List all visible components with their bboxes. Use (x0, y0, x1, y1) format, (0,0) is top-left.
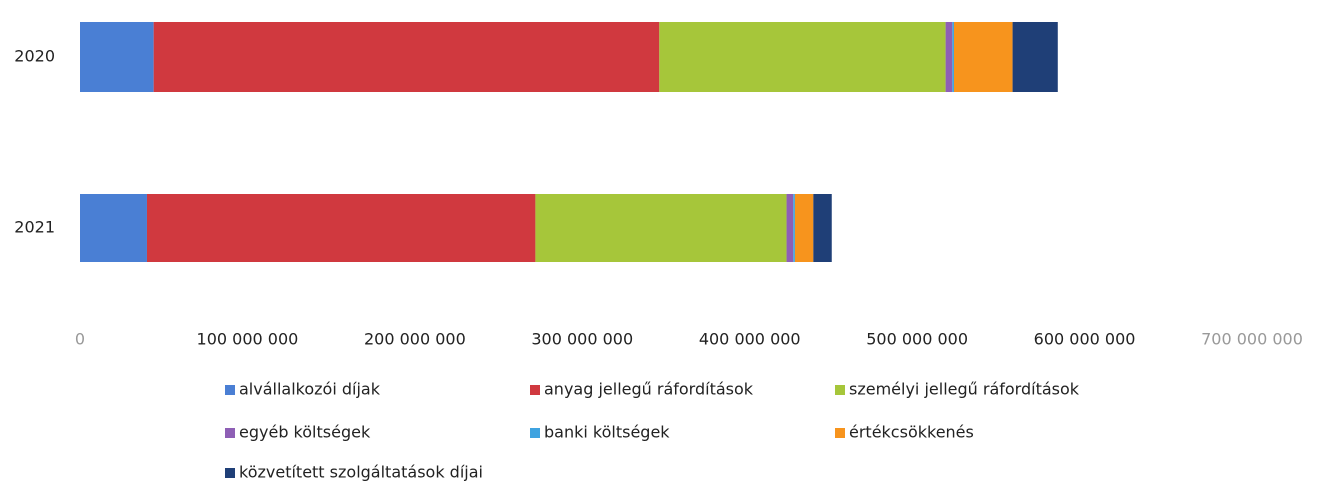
legend-label: értékcsökkenés (849, 423, 974, 442)
bar-segment (952, 22, 954, 92)
legend-label: banki költségek (544, 423, 670, 442)
legend-swatch (835, 428, 845, 438)
x-tick-label: 300 000 000 (531, 330, 633, 349)
legend-label: közvetített szolgáltatások díjai (239, 463, 483, 482)
bar-segment (1012, 22, 1058, 92)
bar-segment (945, 22, 953, 92)
legend-swatch (530, 385, 540, 395)
x-tick-label: 500 000 000 (866, 330, 968, 349)
legend-label: anyag jellegű ráfordítások (544, 380, 754, 399)
bar-segment (146, 194, 536, 262)
y-tick-label: 2021 (14, 218, 55, 237)
bar-segment (794, 194, 814, 262)
bar-segment (813, 194, 832, 262)
x-tick-label: 100 000 000 (197, 330, 299, 349)
bar-segment (786, 194, 794, 262)
legend-swatch (530, 428, 540, 438)
bar-segment (80, 194, 147, 262)
bar-segment (80, 22, 154, 92)
legend-label: alvállalkozói díjak (239, 380, 381, 399)
bar-segment (793, 194, 795, 262)
x-tick-label: 700 000 000 (1201, 330, 1303, 349)
x-tick-label: 600 000 000 (1034, 330, 1136, 349)
bar-segment (953, 22, 1013, 92)
legend-swatch (225, 468, 235, 478)
legend-swatch (225, 385, 235, 395)
legend-label: személyi jellegű ráfordítások (849, 380, 1080, 399)
y-tick-label: 2020 (14, 47, 55, 66)
bar-segment (659, 22, 946, 92)
x-tick-label: 400 000 000 (699, 330, 801, 349)
x-tick-label: 0 (75, 330, 85, 349)
bar-segment (153, 22, 660, 92)
bar-segment (535, 194, 787, 262)
x-tick-label: 200 000 000 (364, 330, 466, 349)
legend-swatch (835, 385, 845, 395)
legend-swatch (225, 428, 235, 438)
legend-label: egyéb költségek (239, 423, 371, 442)
